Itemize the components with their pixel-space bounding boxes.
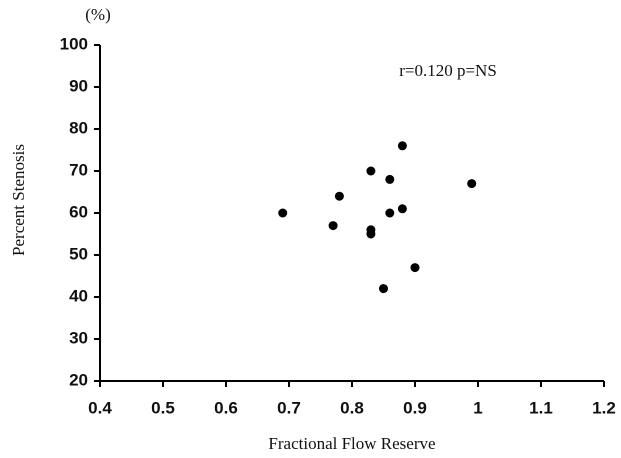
point (397, 141, 407, 151)
point (385, 174, 395, 184)
y-tick-label: 60 (69, 202, 88, 221)
x-tick-label: 1.1 (529, 398, 553, 417)
y-axis-title: Percent Stenosis (9, 144, 28, 256)
x-tick-label: 0.6 (214, 398, 238, 417)
point (366, 166, 376, 176)
point (366, 229, 376, 239)
x-tick-label: 0.5 (151, 398, 175, 417)
y-unit: (%) (85, 5, 110, 24)
point (397, 204, 407, 214)
x-tick-label: 0.7 (277, 398, 301, 417)
point (385, 208, 395, 218)
point (278, 208, 288, 218)
y-tick-label: 100 (60, 34, 88, 53)
point (410, 263, 420, 273)
y-tick-label: 80 (69, 118, 88, 137)
point (334, 191, 344, 201)
annotation: r=0.120 p=NS (399, 61, 497, 80)
x-axis-title: Fractional Flow Reserve (268, 434, 435, 453)
x-tick-label: 1.2 (592, 398, 616, 417)
y-tick-label: 50 (69, 244, 88, 263)
point (379, 284, 388, 294)
y-tick-label: 40 (69, 286, 88, 305)
x-tick-label: 1 (473, 398, 482, 417)
x-tick-label: 0.9 (403, 398, 427, 417)
point (328, 221, 338, 231)
x-tick-label: 0.8 (340, 398, 364, 417)
y-tick-label: 90 (69, 76, 88, 95)
x-tick-label: 0.4 (88, 398, 112, 417)
y-tick-label: 70 (69, 160, 88, 179)
y-tick-label: 30 (69, 328, 88, 347)
point (467, 179, 477, 189)
y-tick-label: 20 (69, 370, 88, 389)
